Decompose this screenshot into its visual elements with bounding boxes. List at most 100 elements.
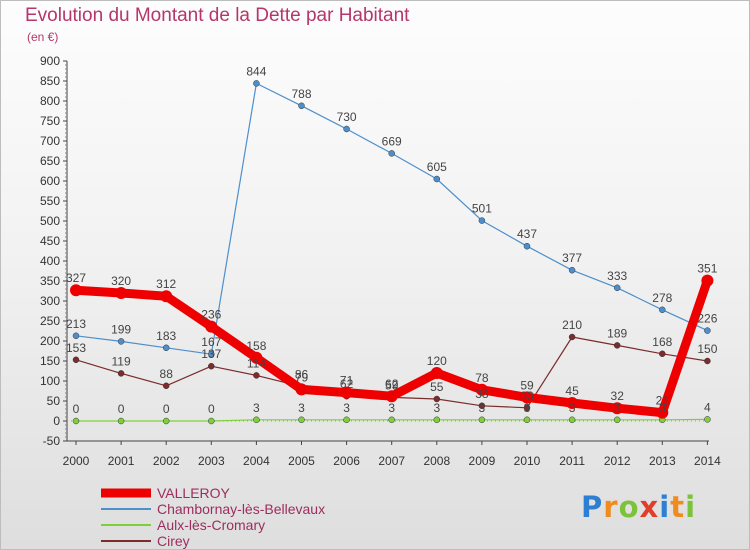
data-point xyxy=(115,287,128,299)
legend-swatch xyxy=(101,508,151,510)
data-label: 189 xyxy=(607,326,627,340)
legend-swatch xyxy=(101,488,151,498)
data-point xyxy=(72,332,80,340)
chart-unit-label: (en €) xyxy=(27,30,59,44)
x-tick-label: 2014 xyxy=(694,454,721,468)
x-tick-label: 2002 xyxy=(153,454,180,468)
logo-letter: x xyxy=(639,490,660,524)
data-point xyxy=(72,417,80,425)
data-point xyxy=(611,402,624,415)
data-label: 3 xyxy=(659,401,666,415)
logo-letter: o xyxy=(618,490,640,524)
data-point xyxy=(160,290,173,303)
data-label: 62 xyxy=(385,377,399,391)
data-label: 501 xyxy=(472,202,492,216)
data-label: 788 xyxy=(291,87,311,101)
x-tick-label: 2005 xyxy=(288,454,315,468)
y-tick-label: 150 xyxy=(40,354,60,368)
data-point xyxy=(70,284,82,297)
y-tick-label: 400 xyxy=(40,254,60,268)
data-label: 114 xyxy=(247,356,266,370)
data-point xyxy=(72,356,80,364)
data-label: 327 xyxy=(66,271,86,285)
data-point xyxy=(478,416,486,424)
data-point xyxy=(613,342,621,349)
y-tick-label: 50 xyxy=(47,394,61,408)
data-label: 844 xyxy=(246,64,266,78)
data-point xyxy=(343,125,350,133)
data-label: 55 xyxy=(430,380,444,394)
y-tick-label: 350 xyxy=(40,274,60,288)
chart-title: Evolution du Montant de la Dette par Hab… xyxy=(25,5,410,26)
y-tick-label: -50 xyxy=(43,434,61,448)
y-tick-label: 250 xyxy=(40,314,60,328)
data-label: 0 xyxy=(118,402,125,416)
data-point xyxy=(208,350,215,358)
data-label: 21 xyxy=(656,394,670,408)
data-point xyxy=(523,404,531,412)
data-label: 3 xyxy=(343,401,350,415)
data-label: 137 xyxy=(201,347,221,361)
y-tick-label: 550 xyxy=(40,194,60,208)
data-label: 183 xyxy=(156,329,176,343)
data-label: 236 xyxy=(201,308,221,322)
y-tick-label: 450 xyxy=(40,234,60,248)
data-point xyxy=(656,406,669,419)
y-tick-label: 900 xyxy=(40,54,60,68)
data-label: 88 xyxy=(160,367,174,381)
data-label: 333 xyxy=(607,269,627,283)
x-tick-label: 2007 xyxy=(378,454,405,468)
data-label: 213 xyxy=(66,317,86,331)
data-point xyxy=(298,102,305,110)
data-point xyxy=(253,80,260,87)
data-point xyxy=(430,367,443,379)
legend-swatch xyxy=(101,540,151,542)
chart-legend: VALLEROY Chambornay-lès-Bellevaux Aulx-lès… xyxy=(101,485,401,549)
data-point xyxy=(385,390,398,403)
data-label: 33 xyxy=(520,389,534,403)
data-point xyxy=(659,350,666,358)
y-tick-label: 700 xyxy=(40,134,60,148)
x-tick-label: 2004 xyxy=(243,454,270,468)
y-tick-label: 500 xyxy=(40,214,60,228)
data-point xyxy=(568,416,576,424)
data-label: 71 xyxy=(340,374,354,388)
data-point xyxy=(388,416,395,424)
legend-item: VALLEROY xyxy=(101,485,401,501)
legend-swatch xyxy=(101,524,151,526)
data-label: 120 xyxy=(427,354,447,368)
data-label: 605 xyxy=(427,160,447,174)
data-label: 320 xyxy=(111,274,131,288)
data-label: 150 xyxy=(697,342,717,356)
x-tick-label: 2012 xyxy=(604,454,631,468)
data-label: 437 xyxy=(517,227,537,241)
data-label: 168 xyxy=(652,335,672,349)
x-tick-label: 2006 xyxy=(333,454,360,468)
legend-label: Aulx-lès-Cromary xyxy=(157,517,266,533)
data-label: 3 xyxy=(388,401,395,415)
data-point xyxy=(475,383,488,396)
legend-item: Cirey xyxy=(101,533,401,549)
data-point xyxy=(523,416,531,424)
data-point xyxy=(568,333,576,341)
data-point xyxy=(117,417,125,425)
y-tick-label: 600 xyxy=(40,174,60,188)
data-label: 79 xyxy=(295,370,309,384)
x-tick-label: 2003 xyxy=(198,454,225,468)
data-point xyxy=(117,370,125,377)
y-tick-label: 800 xyxy=(40,94,60,108)
y-tick-label: 850 xyxy=(40,74,60,88)
logo-letter: i xyxy=(659,490,671,524)
y-tick-label: 100 xyxy=(40,374,60,388)
data-label: 3 xyxy=(614,401,621,415)
legend-label: Chambornay-lès-Bellevaux xyxy=(157,501,326,517)
data-point xyxy=(478,217,486,224)
data-point xyxy=(253,416,260,424)
data-label: 3 xyxy=(298,401,305,415)
data-point xyxy=(162,344,170,352)
data-label: 377 xyxy=(562,251,582,265)
data-label: 3 xyxy=(433,401,440,415)
logo-letter: i xyxy=(685,490,697,524)
